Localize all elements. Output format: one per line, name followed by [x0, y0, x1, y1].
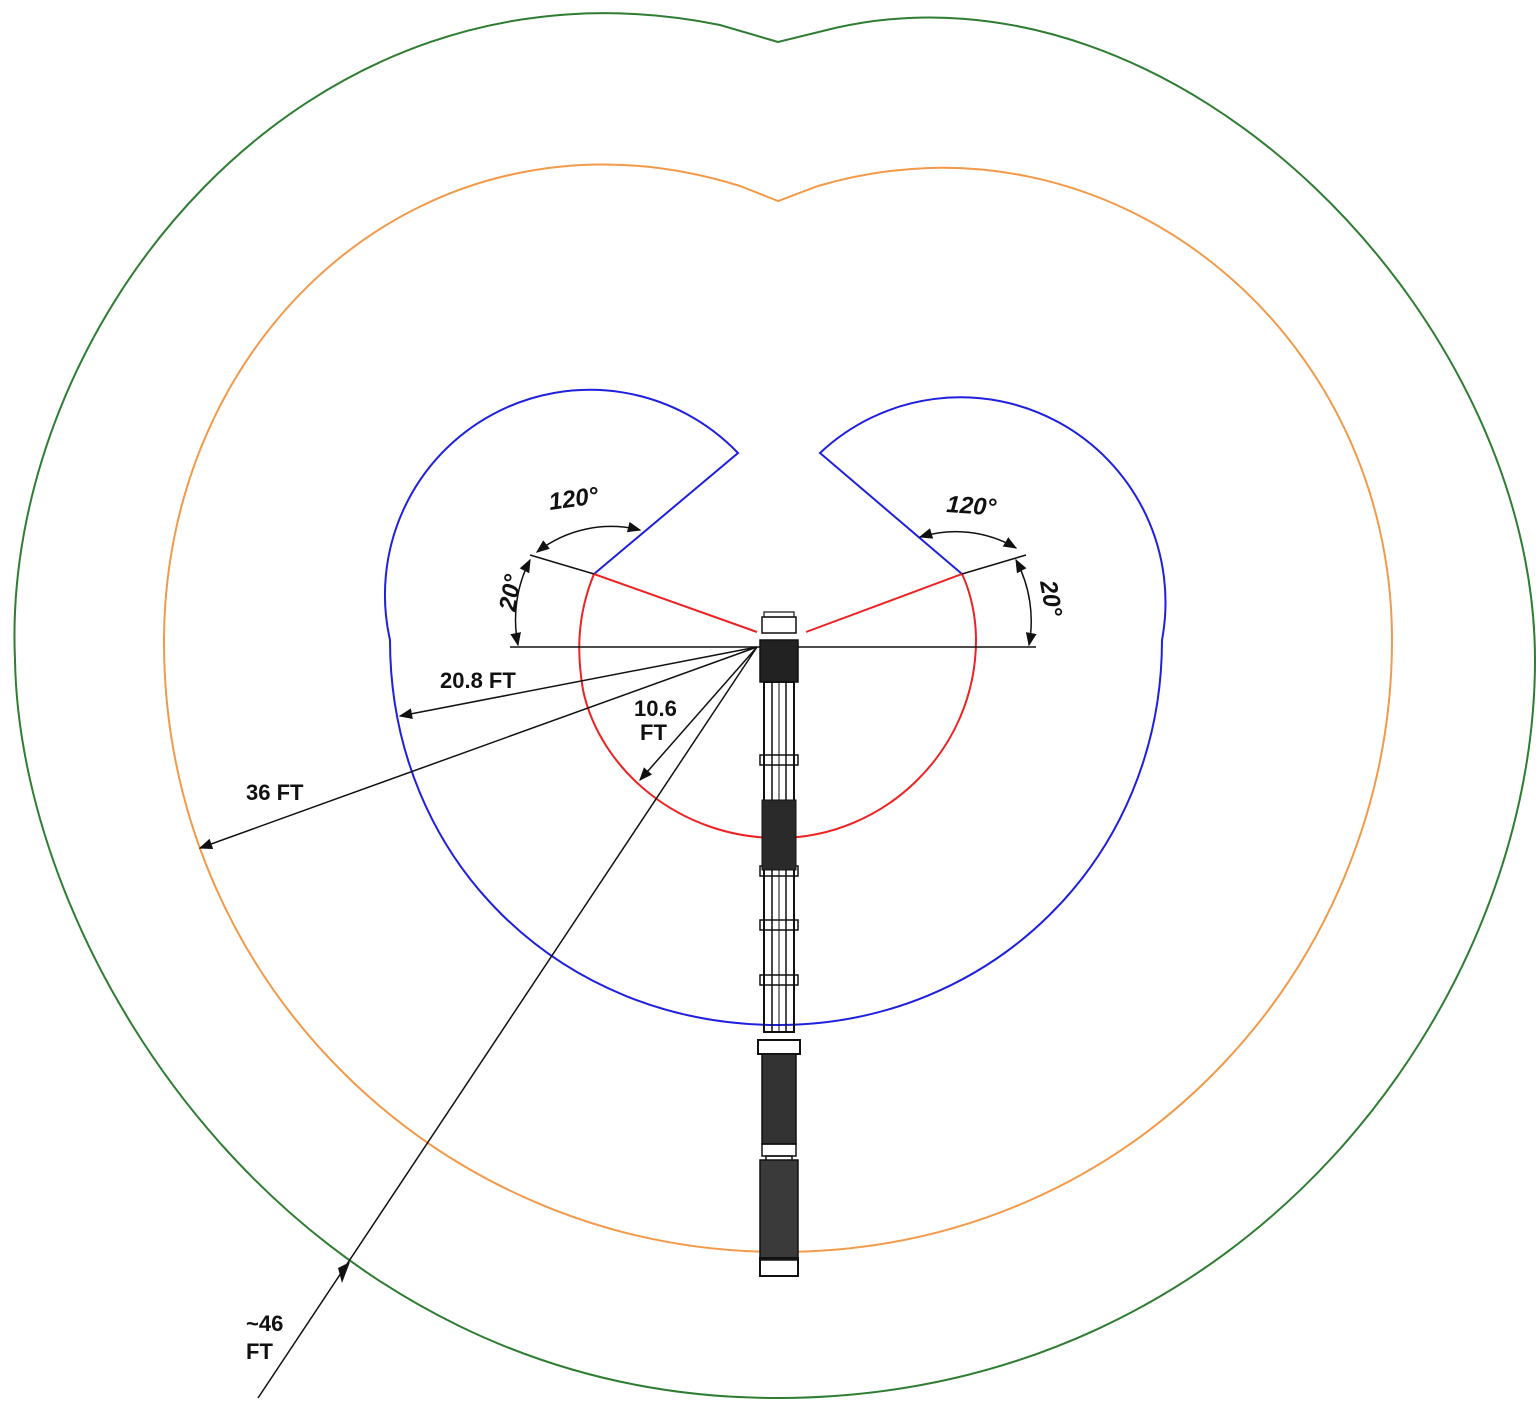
angle-right-inner-label: 20°: [1034, 577, 1067, 619]
radius-orange-dimension-line: [198, 646, 758, 849]
left-angle-indicators: [510, 521, 642, 647]
blue-zone-outline: [383, 388, 1167, 1027]
radius-blue-label: 20.8 FT: [440, 668, 516, 693]
angle-left-outer-label: 120°: [547, 482, 600, 516]
radius-green-label-line1: ~46: [246, 1311, 283, 1336]
radius-orange-label: 36 FT: [246, 780, 304, 805]
green-outer-zone: [13, 12, 1536, 1400]
radius-red-dimension-line: [639, 646, 758, 782]
boom-arm-drawing: [757, 611, 801, 1277]
right-angle-indicators: [918, 528, 1037, 647]
angle-right-outer-label: 120°: [946, 491, 998, 521]
angle-left-inner-label: 20°: [494, 572, 527, 614]
radius-green-label-line2: FT: [246, 1339, 273, 1364]
radius-blue-dimension-line: [398, 646, 758, 719]
radius-red-label-line2: FT: [640, 720, 667, 745]
radius-red-label: 10.6 FT: [634, 696, 683, 745]
radius-green-label: ~46 FT: [246, 1311, 289, 1364]
dimension-lines: [198, 646, 758, 1399]
radius-green-dimension-line: [257, 646, 758, 1399]
radius-red-label-line1: 10.6: [634, 696, 677, 721]
